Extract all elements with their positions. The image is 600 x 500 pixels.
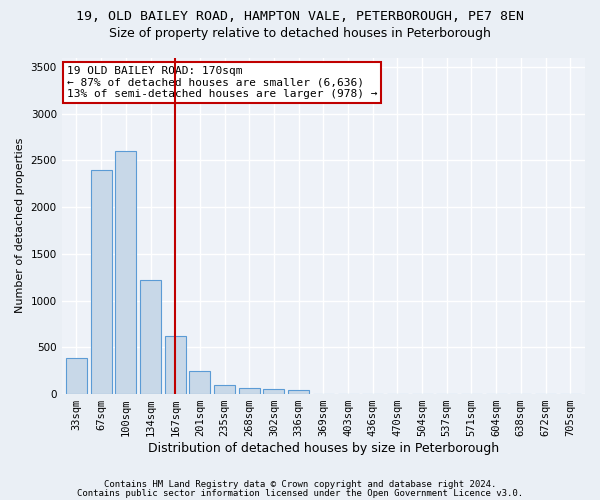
X-axis label: Distribution of detached houses by size in Peterborough: Distribution of detached houses by size …: [148, 442, 499, 455]
Text: 19, OLD BAILEY ROAD, HAMPTON VALE, PETERBOROUGH, PE7 8EN: 19, OLD BAILEY ROAD, HAMPTON VALE, PETER…: [76, 10, 524, 23]
Bar: [66, 358, 87, 394]
Text: Size of property relative to detached houses in Peterborough: Size of property relative to detached ho…: [109, 28, 491, 40]
Bar: [263, 389, 284, 394]
Bar: [190, 370, 211, 394]
Bar: [239, 388, 260, 394]
Bar: [115, 151, 136, 394]
Text: 19 OLD BAILEY ROAD: 170sqm
← 87% of detached houses are smaller (6,636)
13% of s: 19 OLD BAILEY ROAD: 170sqm ← 87% of deta…: [67, 66, 377, 99]
Bar: [140, 280, 161, 394]
Text: Contains HM Land Registry data © Crown copyright and database right 2024.: Contains HM Land Registry data © Crown c…: [104, 480, 496, 489]
Bar: [165, 336, 186, 394]
Bar: [288, 390, 309, 394]
Bar: [91, 170, 112, 394]
Bar: [214, 384, 235, 394]
Text: Contains public sector information licensed under the Open Government Licence v3: Contains public sector information licen…: [77, 490, 523, 498]
Y-axis label: Number of detached properties: Number of detached properties: [15, 138, 25, 314]
